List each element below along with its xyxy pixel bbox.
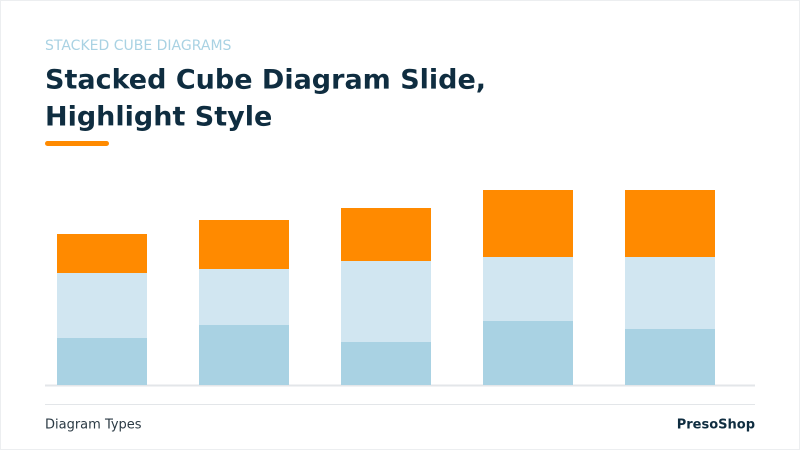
bar-segment <box>57 338 147 385</box>
bar-segment <box>625 257 715 329</box>
bar-segment <box>57 273 147 338</box>
footer-right: PresoShop <box>677 418 755 433</box>
footer-left: Diagram Types <box>45 418 142 433</box>
bar-segment <box>341 342 431 385</box>
bar-segment <box>199 269 289 325</box>
bar-segment <box>341 261 431 342</box>
bar-segment <box>625 190 715 257</box>
bar-segment <box>483 257 573 321</box>
kicker: STACKED CUBE DIAGRAMS <box>45 38 232 54</box>
bar-segment <box>483 321 573 385</box>
bar-segment <box>199 220 289 269</box>
bar-segment <box>341 208 431 261</box>
title-line: Stacked Cube Diagram Slide, <box>45 65 486 96</box>
bar-segment <box>625 329 715 385</box>
bar-segment <box>483 190 573 257</box>
title-line: Highlight Style <box>45 102 272 133</box>
title-underline <box>45 141 109 146</box>
bar-segment <box>57 234 147 273</box>
bar-segment <box>199 325 289 385</box>
